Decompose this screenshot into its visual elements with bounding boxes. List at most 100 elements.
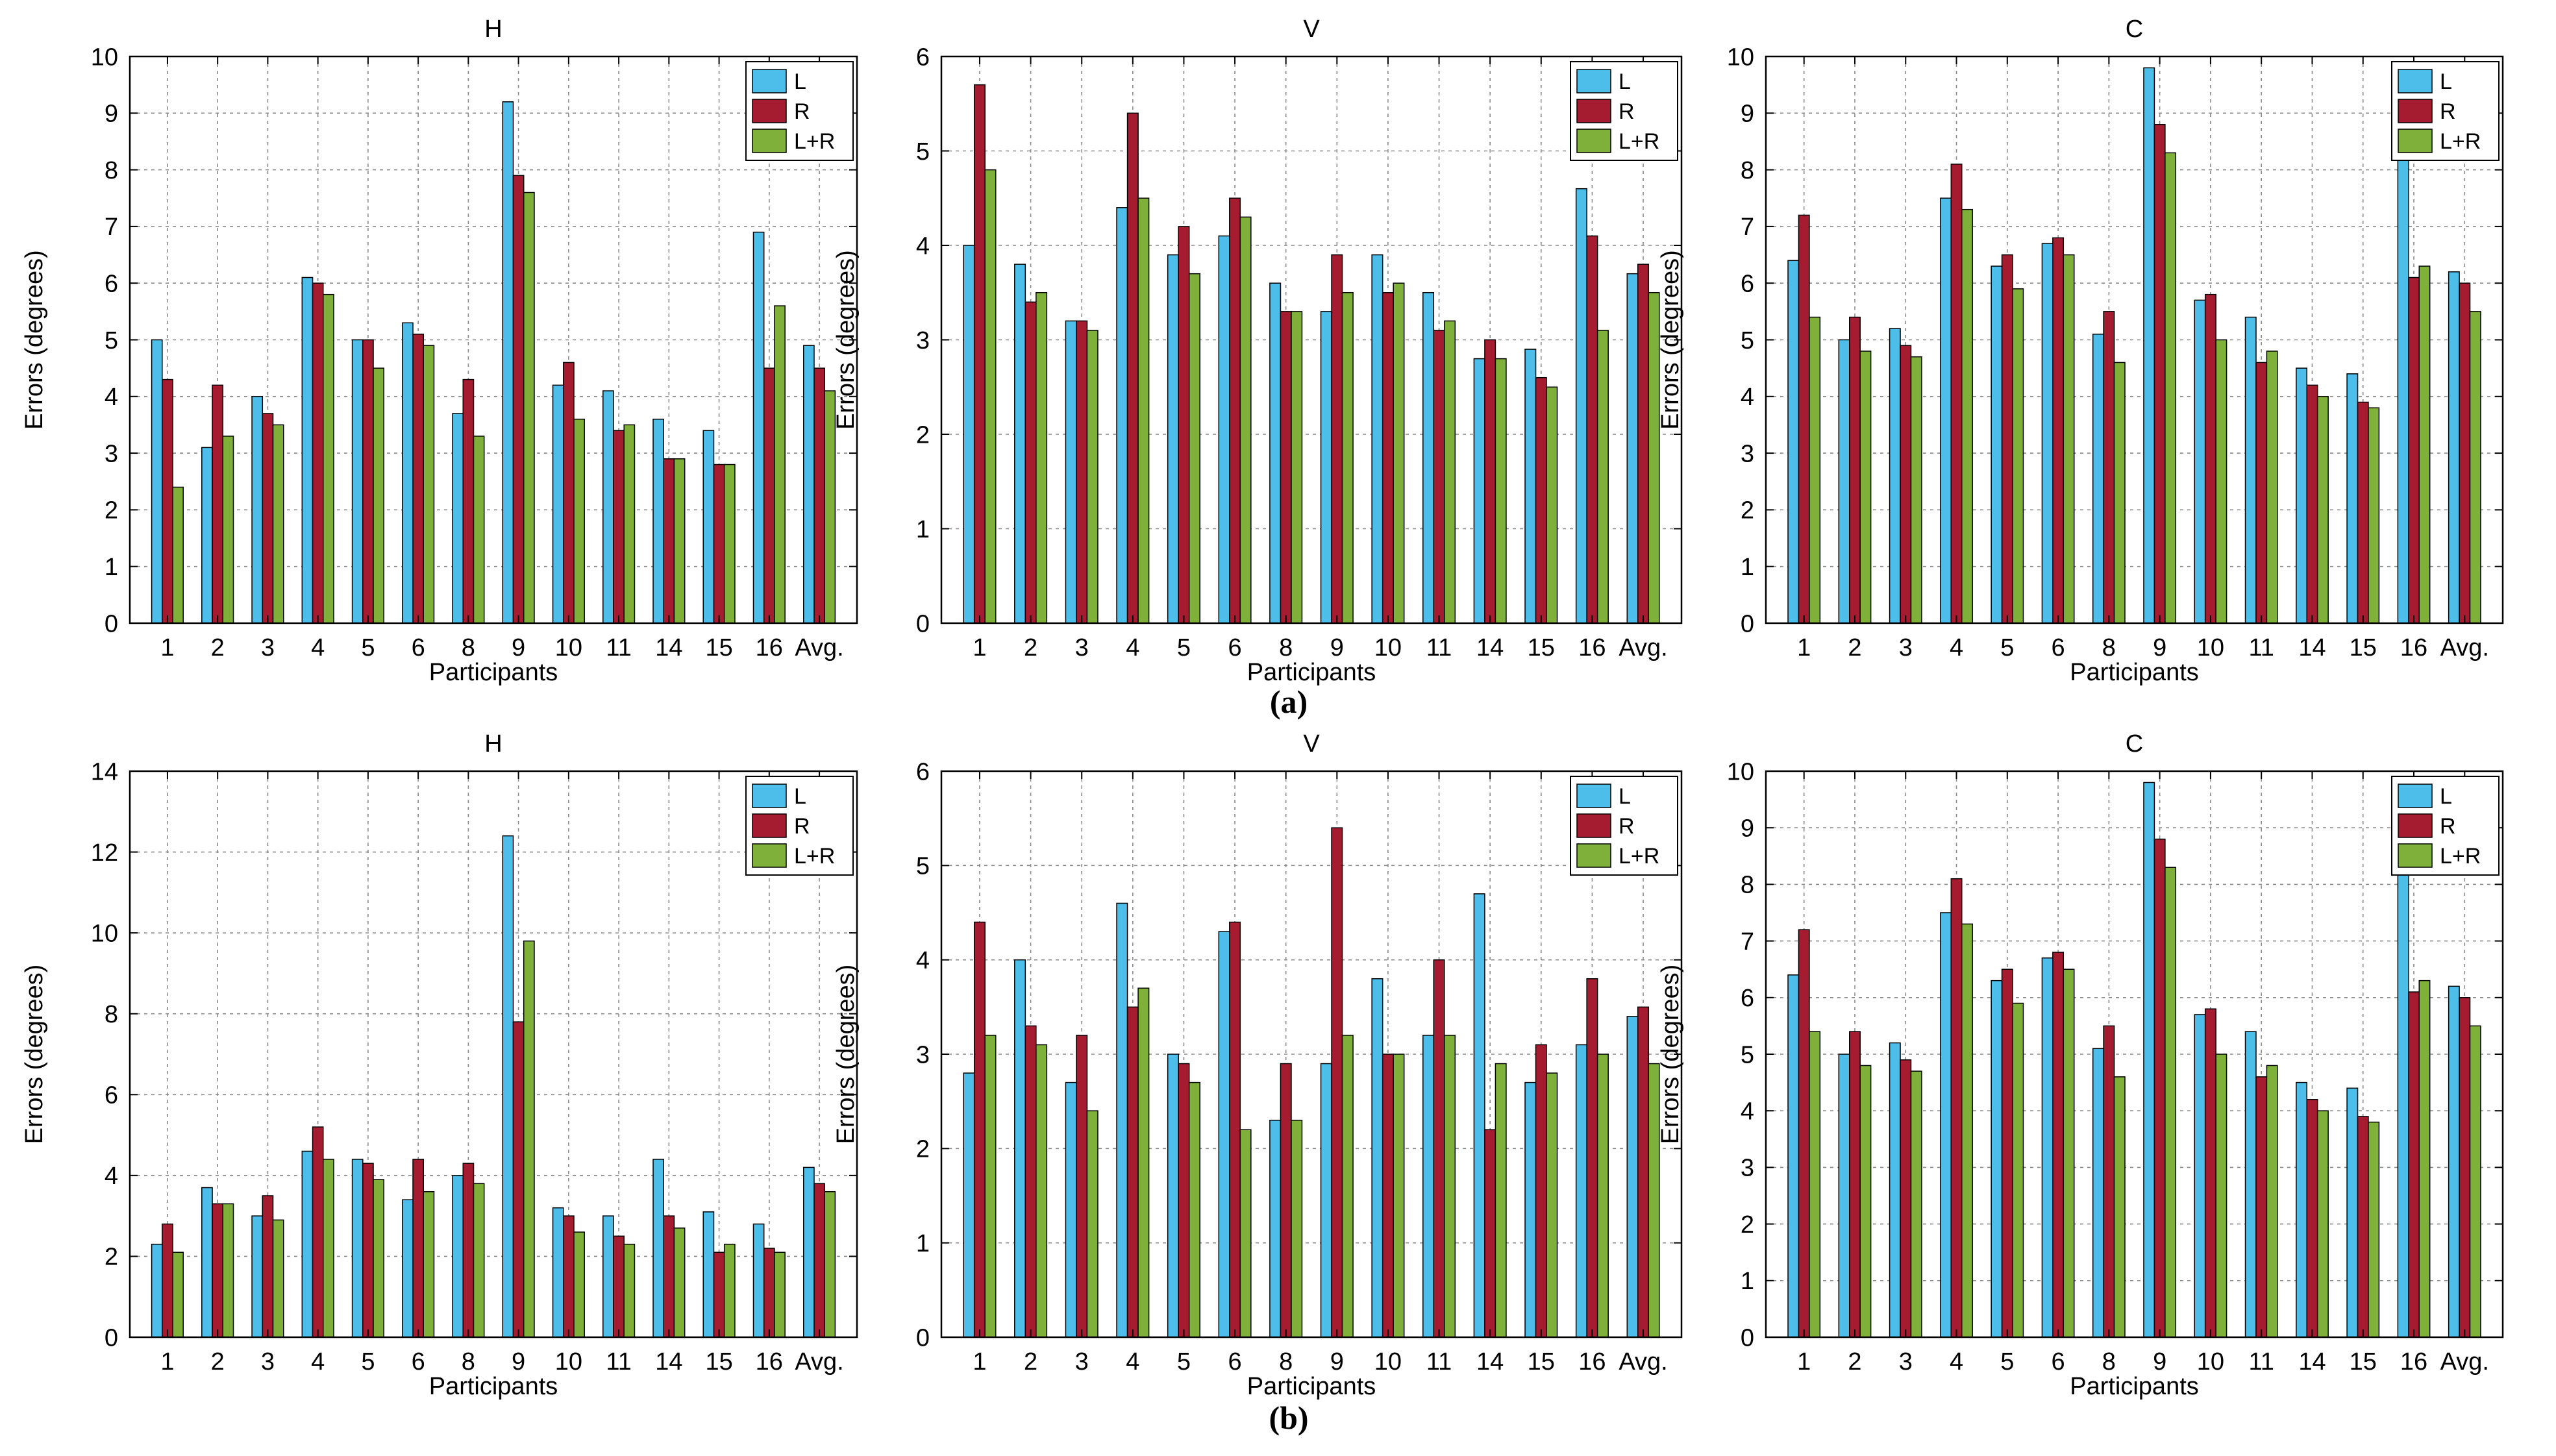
x-tick-label: 4 [1950,1348,1963,1376]
bar-lplusr-3 [1910,1070,1922,1338]
bar-l-5 [1167,254,1179,624]
bar-l-15 [702,430,715,624]
bar-lplusr-5 [1188,273,1200,624]
bar-r-5 [2001,969,2013,1338]
bar-r-4 [1950,164,1963,624]
chart-5: 0 1 2 3 4 5 6 1 2 3 4 5 6 8 9 10 11 14 15 16 Avg. V Participan… [832,730,1683,1400]
legend-label-lplusr: L+R [1619,844,1659,869]
x-tick-label: 10 [1374,634,1402,661]
y-tick-label: 9 [1741,815,1754,843]
chart-title: C [2126,730,2143,758]
bar-l-2 [201,447,213,624]
bar-lplusr-8 [2113,1076,2126,1338]
bar-r-9 [1331,254,1343,624]
bar-r-16 [763,1248,775,1338]
bar-l-8 [2092,1048,2104,1338]
bar-lplusr-4 [1137,987,1150,1338]
y-tick-label: 7 [1741,214,1754,241]
x-tick-label: 4 [311,1348,325,1376]
bar-lplusr-4 [1961,208,1973,624]
bar-lplusr-15 [1546,1072,1558,1338]
bar-r-16 [1586,978,1598,1338]
bar-r-6 [1229,921,1241,1338]
y-tick-label: 7 [1741,928,1754,956]
x-axis-label: Participants [2070,1373,2199,1400]
y-tick-label: 4 [105,1163,118,1190]
bar-l-Avg [2448,985,2460,1338]
bar-r-10 [2204,293,2216,624]
bar-lplusr-2 [1036,292,1048,624]
bar-lplusr-15 [723,463,736,624]
y-tick-label: 3 [1741,1155,1754,1182]
bar-l-14 [2296,1081,2307,1338]
bar-l-5 [1991,980,2003,1338]
legend-label-r: R [2440,814,2456,839]
bar-lplusr-3 [272,424,284,624]
bar-lplusr-11 [623,1243,636,1338]
bar-lplusr-3 [272,1219,284,1338]
legend-swatch-r [1576,813,1611,838]
bar-lplusr-14 [673,1228,686,1338]
bar-lplusr-11 [1444,1035,1456,1338]
bar-l-15 [2346,1087,2359,1338]
bar-l-3 [1889,328,1901,624]
bar-r-11 [1433,959,1445,1338]
x-tick-label: 4 [311,634,325,661]
bar-r-10 [1382,292,1394,624]
y-tick-label: 0 [916,610,930,637]
x-tick-label: 6 [2052,634,2065,661]
y-tick-label: 2 [105,1244,118,1271]
legend-swatch-l [1576,69,1611,93]
bar-l-5 [1991,265,2003,624]
bar-l-10 [552,384,564,624]
bar-l-9 [502,835,514,1338]
legend-swatch-l [1576,784,1611,808]
bar-lplusr-2 [1036,1044,1048,1338]
bar-lplusr-10 [573,418,585,624]
bar-lplusr-14 [1495,358,1507,624]
bar-l-11 [2244,316,2257,624]
legend-swatch-l [752,69,787,93]
bar-r-11 [2255,362,2268,624]
legend-label-r: R [794,814,810,839]
bar-l-10 [1371,254,1383,624]
x-tick-label: 10 [2197,634,2224,661]
y-tick-label: 8 [105,157,118,184]
bar-l-1 [1787,974,1800,1338]
x-tick-label: 3 [1899,634,1913,661]
y-tick-label: 6 [916,758,930,785]
bar-lplusr-15 [1546,386,1558,624]
bar-l-1 [151,339,163,624]
bar-l-16 [752,231,765,624]
bar-lplusr-16 [1596,1054,1609,1338]
x-tick-label: 8 [1279,634,1293,661]
bar-l-9 [1320,311,1332,624]
bar-l-8 [1269,282,1282,624]
bar-l-1 [151,1243,163,1338]
legend: LR L+R [2391,61,2500,161]
y-tick-label: 2 [1741,1211,1754,1239]
x-tick-label: 10 [1374,1348,1402,1376]
chart-2: 0 1 2 3 4 5 6 1 2 3 4 5 6 8 9 10 11 14 15 16 Avg. V Participan… [832,16,1683,686]
bar-r-4 [312,1126,324,1338]
bar-l-14 [1473,358,1485,624]
legend-label-l: L [2440,69,2452,94]
y-tick-label: 3 [1741,440,1754,467]
y-tick-label: 2 [916,1136,930,1163]
bar-lplusr-6 [2063,969,2075,1338]
legend-swatch-r [2398,99,2433,123]
y-tick-label: 5 [1741,1041,1754,1068]
bar-l-8 [452,413,464,624]
x-tick-label: 15 [705,634,732,661]
y-tick-label: 5 [1741,327,1754,354]
bar-lplusr-2 [222,1203,234,1338]
legend-swatch-l [2398,784,2433,808]
y-tick-label: 3 [105,440,118,467]
y-tick-label: 14 [91,758,118,785]
chart-1: 0 1 2 3 4 5 6 7 8 9 10 1 2 3 4 5 6 8 9 10 11 14 15 16 Avg. H Parti… [21,16,858,686]
x-tick-label: 15 [1528,1348,1555,1376]
bar-lplusr-8 [1291,311,1303,624]
bar-r-9 [2153,838,2166,1338]
bar-r-11 [613,430,625,624]
